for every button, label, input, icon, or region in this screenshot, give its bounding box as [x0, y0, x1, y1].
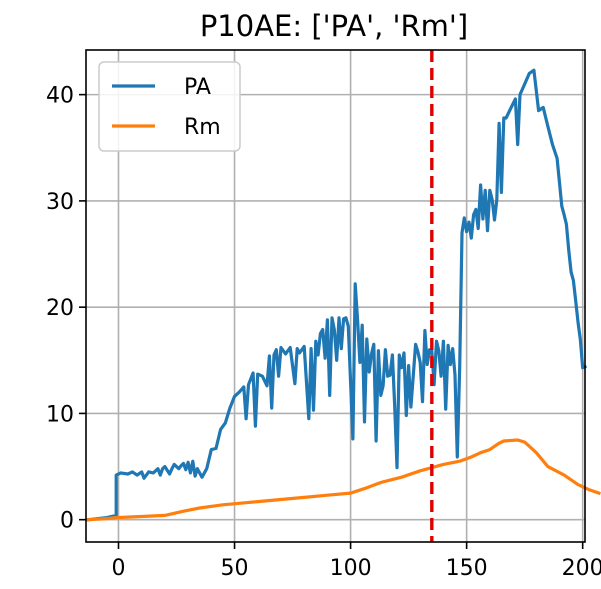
legend-box [98, 61, 241, 152]
x-tick-label: 100 [330, 556, 372, 581]
y-tick-label: 0 [60, 509, 74, 534]
y-tick-label: 10 [46, 402, 74, 427]
x-tick-label: 0 [111, 556, 125, 581]
legend: PA Rm [98, 61, 241, 152]
axes: 0 50 100 150 200 0 10 20 30 40 [46, 49, 601, 581]
x-tick-label: 200 [562, 556, 601, 581]
series-line-pa [86, 68, 588, 522]
series-line-rm [86, 438, 601, 522]
legend-label-rm: Rm [184, 115, 221, 140]
plot-frame [85, 49, 586, 543]
chart-title: P10AE: ['PA', 'Rm'] [200, 9, 468, 43]
x-tick-label: 50 [221, 556, 249, 581]
legend-label-pa: PA [184, 75, 211, 100]
data-lines [86, 50, 601, 542]
y-tick-label: 40 [46, 84, 74, 109]
y-tick-label: 30 [46, 190, 74, 215]
y-tick-label: 20 [46, 296, 74, 321]
x-tick-label: 150 [446, 556, 488, 581]
